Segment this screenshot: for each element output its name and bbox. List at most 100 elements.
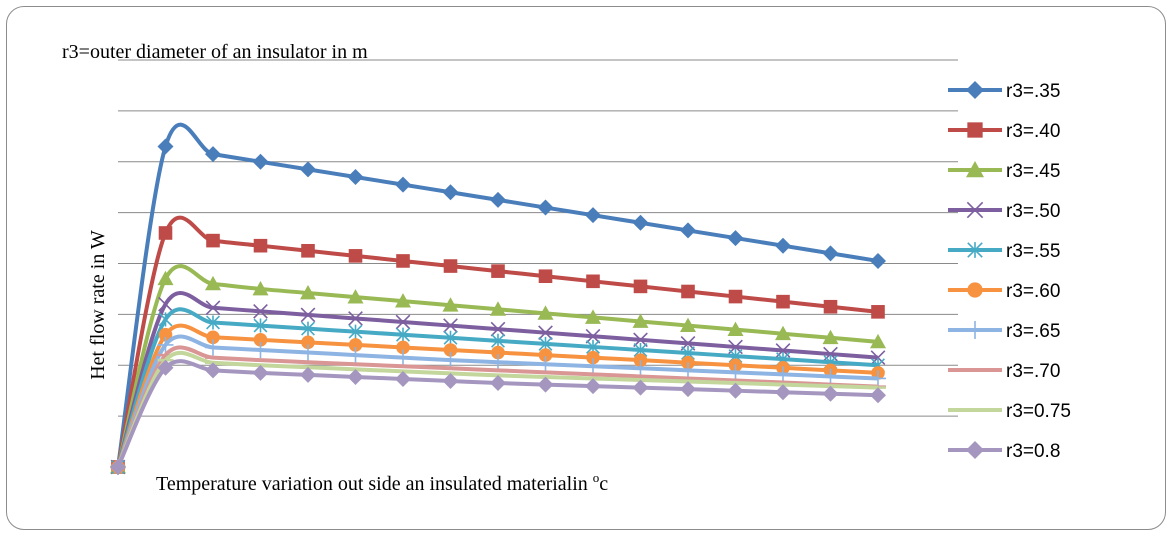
data-point — [586, 350, 600, 365]
data-point — [301, 243, 315, 258]
data-point — [110, 459, 126, 475]
data-point — [252, 280, 269, 296]
data-point — [206, 233, 220, 248]
data-point — [442, 184, 459, 201]
data-point — [157, 359, 174, 376]
data-point — [301, 335, 315, 350]
data-point — [158, 327, 173, 342]
data-point — [443, 343, 458, 357]
data-point — [822, 368, 839, 385]
data-point — [727, 230, 744, 247]
data-point — [253, 333, 268, 347]
data-point — [966, 441, 984, 459]
data-point — [727, 382, 744, 399]
data-point — [347, 368, 364, 385]
data-point — [870, 387, 886, 404]
legend-label: r3=0.75 — [1006, 401, 1071, 422]
data-point — [823, 299, 838, 314]
data-point — [633, 279, 648, 294]
y-axis-label: Het flow rate in W — [87, 230, 109, 380]
data-point — [775, 237, 791, 254]
data-point — [443, 259, 458, 273]
legend-label: r3=.60 — [1006, 281, 1060, 302]
legend-entry: r3=.45 — [948, 161, 1060, 182]
data-point — [728, 289, 743, 304]
data-point — [537, 356, 554, 373]
data-point — [206, 315, 220, 330]
data-point — [158, 226, 173, 240]
data-point — [205, 275, 221, 291]
data-point — [870, 252, 886, 269]
series-r3=.65 — [110, 334, 886, 475]
series-line — [116, 345, 879, 468]
data-point — [680, 222, 696, 239]
x-axis-label-degree: o — [593, 470, 600, 485]
data-point — [537, 305, 554, 320]
data-point — [395, 176, 411, 193]
data-point — [538, 269, 553, 284]
data-point — [395, 349, 411, 366]
data-point — [491, 264, 505, 278]
data-point — [348, 338, 363, 352]
data-point — [158, 296, 173, 312]
data-point — [252, 364, 269, 381]
legend-label: r3=0.8 — [1006, 441, 1060, 462]
data-point — [396, 254, 410, 268]
data-point — [157, 336, 174, 353]
data-point — [537, 199, 554, 216]
series-line — [116, 323, 879, 468]
data-point — [870, 370, 886, 387]
legend-label: r3=.50 — [1006, 201, 1060, 222]
data-point — [396, 327, 410, 342]
data-point — [822, 385, 839, 402]
data-point — [443, 330, 458, 345]
legend-entry: r3=.35 — [948, 81, 1060, 102]
legend-label: r3=.70 — [1006, 361, 1060, 382]
data-point — [632, 313, 649, 328]
data-point — [775, 325, 791, 341]
data-point — [490, 354, 506, 371]
data-point — [585, 358, 601, 375]
data-point — [205, 339, 221, 356]
data-point — [253, 238, 268, 253]
data-point — [586, 274, 600, 289]
data-point — [443, 318, 458, 333]
x-axis-label-text: Temperature variation out side an insula… — [156, 473, 593, 495]
data-point — [300, 307, 316, 323]
series-r3=.55 — [111, 307, 885, 475]
data-point — [348, 311, 363, 326]
data-point — [205, 300, 221, 316]
data-point — [680, 381, 696, 398]
data-point — [206, 330, 220, 345]
data-point — [632, 379, 649, 396]
legend-label: r3=.40 — [1006, 121, 1060, 142]
series-r3=.45 — [110, 264, 886, 474]
data-point — [967, 282, 983, 298]
data-point — [775, 366, 791, 383]
data-point — [775, 384, 791, 401]
data-point — [442, 297, 459, 312]
data-point — [822, 329, 839, 345]
data-point — [347, 169, 364, 186]
data-point — [967, 242, 983, 258]
series-line — [116, 307, 879, 468]
data-point — [490, 375, 506, 392]
data-point — [253, 318, 268, 333]
data-point — [967, 122, 983, 138]
data-point — [727, 364, 744, 381]
legend-entry: r3=.40 — [948, 121, 1060, 142]
data-point — [680, 362, 696, 379]
legend-entry: r3=0.8 — [948, 441, 1060, 462]
data-point — [395, 293, 411, 308]
legend: r3=.35 r3=.40 r3=.45 r3=.50 r3=.55 r3=.60 r3=.… — [948, 81, 1071, 462]
legend-label: r3=.55 — [1006, 241, 1060, 262]
data-point — [585, 378, 601, 395]
data-point — [776, 294, 790, 309]
series-r3=0.8 — [110, 359, 886, 475]
data-point — [252, 153, 269, 170]
data-point — [870, 350, 886, 365]
data-point — [490, 301, 506, 316]
data-point — [681, 284, 695, 299]
data-point — [632, 214, 649, 231]
data-point — [538, 325, 553, 341]
